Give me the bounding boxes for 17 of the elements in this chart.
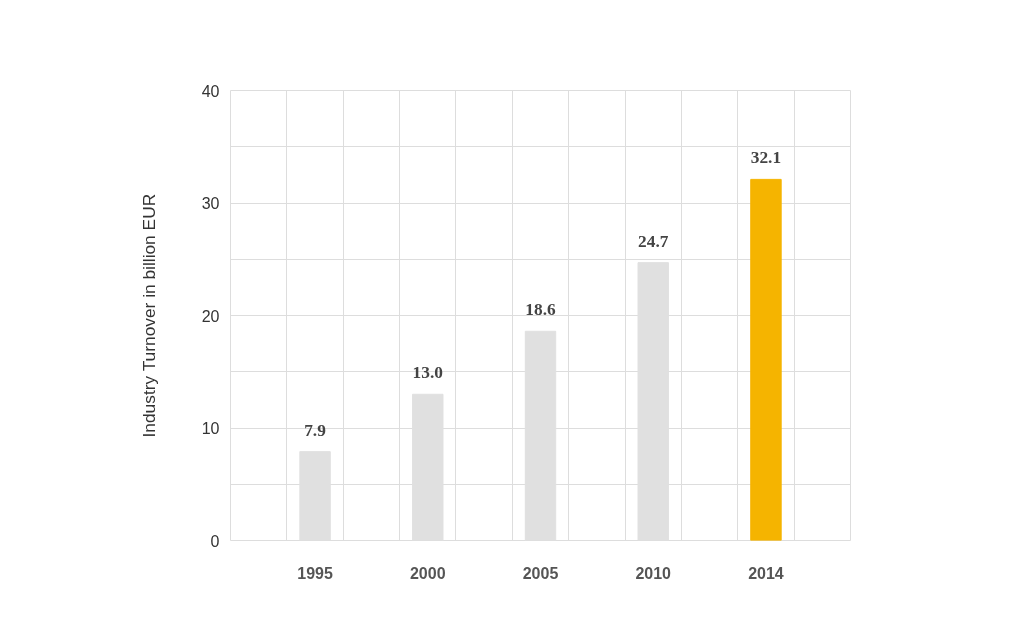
bar <box>750 178 782 541</box>
y-tick-label: 30 <box>201 195 220 212</box>
data-label: 13.0 <box>412 363 443 383</box>
y-axis-title: Industry Turnover in billion EUR <box>138 193 159 438</box>
y-tick-label: 0 <box>210 532 220 550</box>
x-tick-label: 2000 <box>409 564 446 582</box>
data-label: 32.1 <box>750 148 782 168</box>
y-tick-label: 40 <box>201 82 220 100</box>
y-tick-label: 10 <box>201 420 220 437</box>
data-label: 7.9 <box>304 420 327 440</box>
x-tick-label: 2005 <box>522 564 559 582</box>
x-tick-label: 2010 <box>635 564 672 582</box>
x-tick-label: 2014 <box>748 564 784 582</box>
y-tick-label: 20 <box>201 307 220 325</box>
data-label: 18.6 <box>525 300 556 320</box>
x-tick-label: 1995 <box>297 564 333 582</box>
data-label: 24.7 <box>638 231 669 251</box>
